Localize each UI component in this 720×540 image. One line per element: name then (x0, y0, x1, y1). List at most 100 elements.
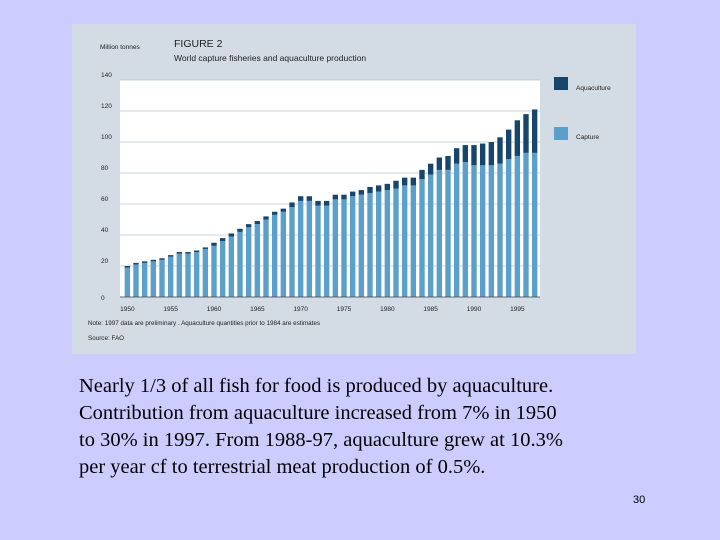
capture-bar (341, 199, 347, 297)
aquaculture-bar (176, 252, 183, 254)
capture-bar (202, 248, 209, 297)
aquaculture-bar (427, 163, 434, 175)
capture-bar (315, 205, 321, 297)
aquaculture-bar (263, 216, 269, 220)
capture-bar (401, 185, 408, 297)
x-tick-label: 1975 (337, 306, 352, 313)
aquaculture-bar (219, 238, 226, 242)
x-tick-label: 1980 (380, 306, 395, 313)
capture-bar (237, 231, 243, 297)
x-tick-label: 1965 (250, 306, 265, 313)
capture-bar (367, 193, 373, 297)
capture-bar (375, 191, 382, 297)
chart-note: Note: 1997 data are preliminary . Aquacu… (88, 320, 320, 327)
y-tick-label: 140 (101, 72, 112, 79)
aquaculture-bar (453, 148, 460, 164)
capture-bar (228, 236, 235, 297)
x-tick-label: 1985 (423, 306, 438, 313)
aquaculture-bar (245, 224, 252, 228)
capture-bar (479, 165, 486, 297)
capture-bar (514, 155, 521, 297)
legend-swatch-aquaculture (554, 77, 568, 90)
capture-bar (193, 252, 200, 297)
capture-bar (176, 253, 183, 297)
capture-bar (349, 196, 356, 297)
capture-bar (436, 169, 443, 297)
capture-bar (124, 267, 131, 297)
legend-label-aquaculture: Aquaculture (576, 85, 611, 92)
aquaculture-bar (375, 185, 382, 192)
capture-bar (427, 174, 434, 297)
capture-bar (280, 211, 287, 297)
x-tick-label: 1950 (120, 306, 135, 313)
y-tick-label: 100 (101, 134, 112, 141)
aquaculture-bar (393, 180, 399, 189)
aquaculture-bar (124, 266, 131, 268)
aquaculture-bar (479, 143, 486, 166)
aquaculture-bar (471, 145, 477, 166)
caption: Nearly 1/3 of all fish for food is produ… (79, 373, 679, 481)
capture-bar (505, 159, 512, 297)
x-tick-label: 1990 (467, 306, 482, 313)
capture-bar (323, 205, 330, 297)
aquaculture-bar (531, 109, 538, 153)
aquaculture-bar (228, 233, 235, 237)
plot-area (120, 80, 540, 297)
x-tick-label: 1970 (293, 306, 308, 313)
chart-title: World capture fisheries and aquaculture … (174, 53, 366, 63)
caption-line-4: per year cf to terrestrial meat producti… (79, 456, 486, 478)
aquaculture-bar (332, 194, 339, 200)
aquaculture-bar (133, 262, 139, 265)
aquaculture-bar (280, 208, 287, 212)
aquaculture-bar (237, 228, 243, 232)
capture-bar (141, 262, 148, 297)
figure-label: FIGURE 2 (174, 38, 223, 50)
capture-bar (219, 241, 226, 297)
aquaculture-bar (254, 221, 261, 225)
capture-bar (462, 162, 469, 297)
caption-line-3: to 30% in 1997. From 1988-97, aquacultur… (79, 429, 563, 451)
aquaculture-bar (401, 177, 408, 186)
capture-bar (254, 224, 261, 297)
aquaculture-bar (462, 145, 469, 163)
aquaculture-bar (150, 259, 157, 262)
aquaculture-bar (159, 258, 165, 260)
y-tick-label: 120 (101, 103, 112, 110)
y-tick-label: 60 (101, 196, 109, 203)
production-chart: Million tonnes FIGURE 2 World capture fish… (88, 38, 611, 342)
y-tick-label: 20 (101, 258, 109, 265)
legend-label-capture: Capture (576, 134, 600, 141)
aquaculture-bar (514, 120, 521, 156)
capture-bar (384, 190, 391, 297)
x-tick-label: 1955 (163, 306, 178, 313)
capture-bar (393, 188, 399, 297)
capture-bar (263, 219, 269, 297)
capture-bar (150, 261, 157, 297)
aquaculture-bar (349, 191, 356, 197)
capture-bar (167, 256, 174, 297)
capture-bar (471, 165, 477, 297)
aquaculture-bar (410, 177, 417, 186)
capture-bar (271, 214, 278, 297)
y-tick-label: 80 (101, 165, 109, 172)
capture-bar (332, 199, 339, 297)
aquaculture-bar (271, 211, 278, 215)
aquaculture-bar (315, 200, 321, 206)
capture-bar (159, 259, 165, 297)
capture-bar (185, 253, 191, 297)
capture-bar (531, 152, 538, 297)
capture-bar (297, 200, 304, 297)
aquaculture-bar (306, 196, 313, 201)
aquaculture-bar (436, 157, 443, 170)
page-number: 30 (633, 494, 646, 506)
y-tick-label: 40 (101, 227, 109, 234)
aquaculture-bar (341, 194, 347, 200)
aquaculture-bar (358, 190, 365, 195)
aquaculture-bar (141, 261, 148, 263)
x-tick-label: 1960 (207, 306, 222, 313)
chart-source: Source: FAO (88, 335, 124, 342)
aquaculture-bar (488, 142, 495, 166)
aquaculture-bar (419, 169, 425, 180)
capture-bar (523, 152, 529, 297)
aquaculture-bar (202, 247, 209, 249)
